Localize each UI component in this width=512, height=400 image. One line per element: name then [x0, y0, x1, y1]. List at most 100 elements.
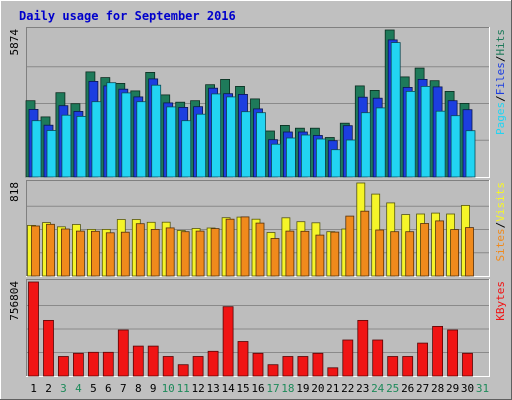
bar-pages-day-21 — [330, 149, 341, 178]
bar-sites-day-25 — [390, 231, 400, 277]
bar-pages-day-13 — [211, 93, 222, 178]
legend-kbytes: KBytes — [494, 281, 507, 321]
bar-kbytes-day-19 — [297, 356, 309, 377]
bar-pages-day-14 — [226, 96, 237, 178]
bar-kbytes-day-6 — [102, 351, 114, 377]
bar-sites-day-30 — [465, 227, 474, 277]
bar-kbytes-day-24 — [372, 339, 384, 377]
panel-visits-max-label: 818 — [8, 182, 21, 202]
day-label-10: 10 — [162, 382, 175, 395]
bar-sites-day-17 — [270, 238, 280, 277]
day-label-3: 3 — [60, 382, 67, 395]
bar-kbytes-day-18 — [282, 356, 294, 377]
bar-sites-day-19 — [300, 230, 310, 277]
bar-kbytes-day-10 — [162, 356, 174, 377]
legend-separator: / — [494, 222, 507, 229]
bar-pages-day-11 — [181, 120, 192, 178]
day-label-26: 26 — [401, 382, 414, 395]
day-label-5: 5 — [90, 382, 97, 395]
bar-kbytes-day-8 — [132, 345, 144, 377]
day-label-24: 24 — [371, 382, 385, 395]
bar-kbytes-day-26 — [402, 356, 414, 377]
bar-sites-day-3 — [61, 228, 70, 277]
bar-pages-day-4 — [76, 116, 87, 178]
day-label-29: 29 — [446, 382, 459, 395]
bar-sites-day-15 — [240, 216, 250, 277]
day-label-22: 22 — [341, 382, 354, 395]
bar-pages-day-12 — [196, 113, 207, 178]
bar-pages-day-1 — [31, 120, 42, 178]
day-label-14: 14 — [221, 382, 235, 395]
bar-pages-day-6 — [106, 82, 117, 178]
bar-pages-day-18 — [285, 137, 296, 178]
bar-pages-day-8 — [136, 101, 147, 178]
bar-sites-day-24 — [375, 229, 385, 277]
bar-sites-day-13 — [210, 228, 220, 277]
day-label-19: 19 — [296, 382, 309, 395]
day-label-18: 18 — [281, 382, 294, 395]
day-label-15: 15 — [236, 382, 249, 395]
day-label-21: 21 — [326, 382, 339, 395]
panel-kbytes-legend: KBytes — [494, 281, 507, 321]
bar-kbytes-day-2 — [43, 319, 54, 377]
bar-kbytes-day-23 — [357, 319, 369, 377]
day-label-6: 6 — [105, 382, 112, 395]
bar-sites-day-23 — [360, 210, 370, 277]
bar-sites-day-18 — [285, 230, 295, 277]
day-label-9: 9 — [150, 382, 157, 395]
legend-separator: / — [494, 56, 507, 63]
legend-pages: Pages — [494, 102, 507, 135]
bar-pages-day-27 — [420, 86, 431, 178]
day-label-1: 1 — [30, 382, 37, 395]
bar-kbytes-day-14 — [222, 306, 234, 377]
bar-kbytes-day-20 — [312, 352, 324, 377]
bar-kbytes-day-12 — [192, 356, 204, 377]
bar-pages-day-30 — [465, 130, 476, 178]
day-label-28: 28 — [431, 382, 444, 395]
day-label-2: 2 — [45, 382, 52, 395]
bar-sites-day-20 — [315, 234, 325, 277]
day-label-17: 17 — [266, 382, 279, 395]
bar-pages-day-5 — [91, 101, 102, 178]
day-label-8: 8 — [135, 382, 142, 395]
bar-kbytes-day-22 — [342, 339, 354, 377]
bar-sites-day-1 — [31, 225, 40, 277]
bar-kbytes-day-15 — [237, 341, 249, 377]
chart-title: Daily usage for September 2016 — [19, 9, 236, 23]
day-label-12: 12 — [191, 382, 204, 395]
bar-sites-day-14 — [225, 218, 235, 277]
day-label-16: 16 — [251, 382, 264, 395]
day-label-7: 7 — [120, 382, 127, 395]
bar-pages-day-22 — [345, 139, 356, 178]
legend-visits: Visits — [494, 182, 507, 222]
legend-separator: / — [494, 95, 507, 102]
day-label-20: 20 — [311, 382, 324, 395]
bar-sites-day-6 — [105, 232, 115, 277]
bar-kbytes-day-21 — [327, 367, 339, 377]
day-label-30: 30 — [461, 382, 474, 395]
bar-sites-day-4 — [76, 230, 85, 277]
bar-sites-day-21 — [330, 231, 340, 277]
bar-sites-day-22 — [345, 215, 355, 277]
bar-kbytes-day-1 — [28, 281, 39, 377]
day-label-31: 31 — [476, 382, 489, 395]
bar-kbytes-day-4 — [73, 352, 84, 377]
legend-hits: Hits — [494, 29, 507, 56]
bar-sites-day-26 — [405, 231, 415, 277]
day-label-13: 13 — [206, 382, 219, 395]
bar-pages-day-16 — [256, 112, 266, 178]
bar-kbytes-day-25 — [387, 356, 399, 377]
legend-sites: Sites — [494, 228, 507, 261]
bar-kbytes-day-17 — [267, 364, 279, 377]
bar-kbytes-day-13 — [207, 350, 219, 377]
bar-pages-day-23 — [360, 112, 371, 178]
bar-pages-day-28 — [435, 110, 446, 178]
bar-pages-day-9 — [151, 84, 162, 178]
panel-hits-max-label: 5874 — [8, 29, 21, 56]
day-label-27: 27 — [416, 382, 429, 395]
bar-sites-day-8 — [135, 223, 145, 277]
bar-sites-day-9 — [150, 228, 160, 277]
bar-pages-day-15 — [241, 111, 251, 178]
bar-pages-day-7 — [121, 92, 132, 178]
